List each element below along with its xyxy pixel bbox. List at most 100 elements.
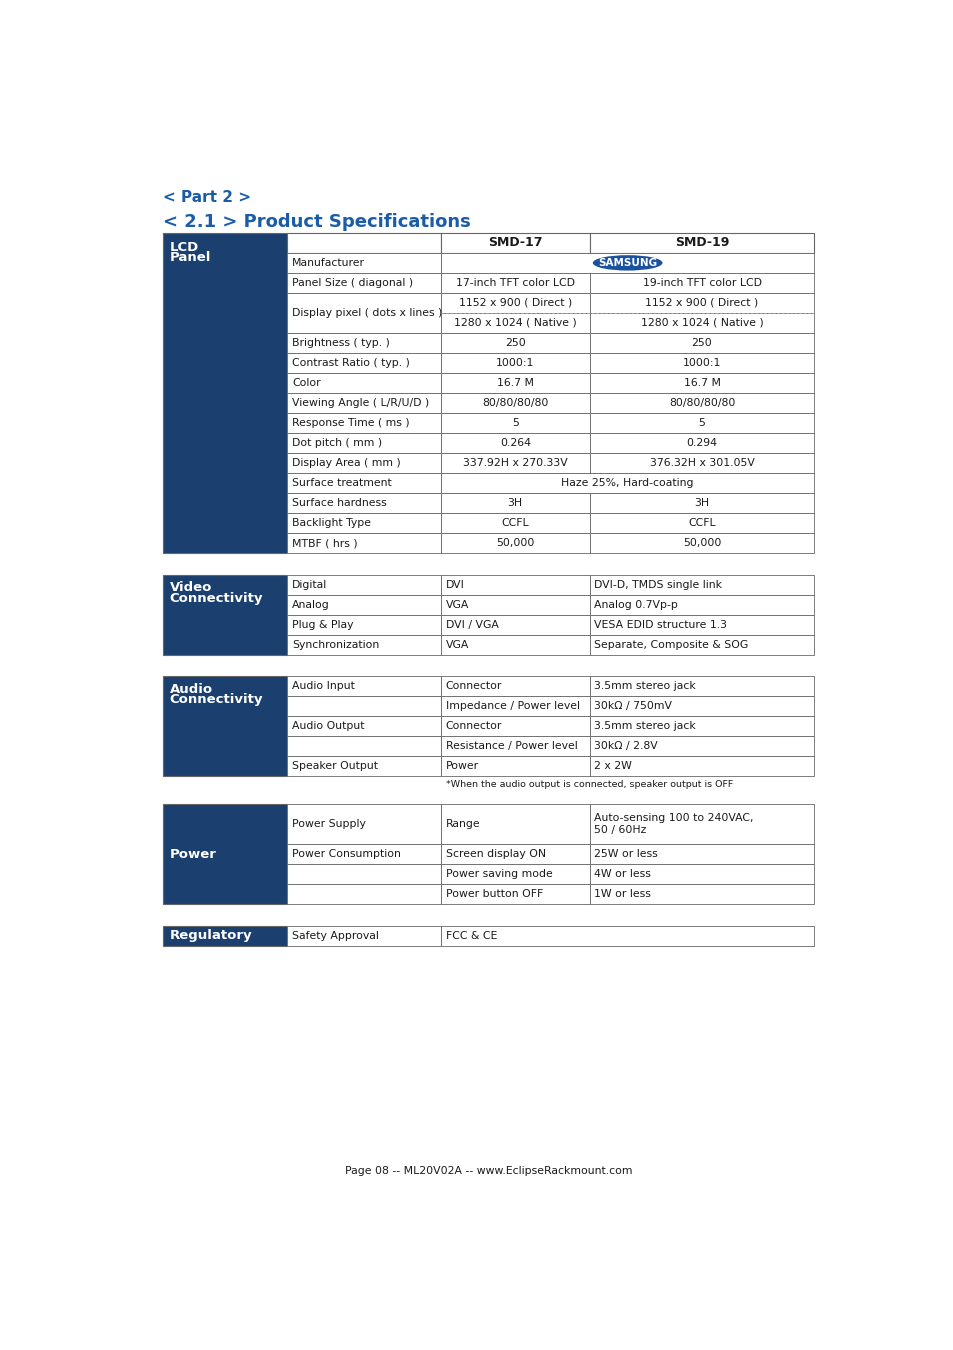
Bar xyxy=(589,373,814,393)
Text: 337.92H x 270.33V: 337.92H x 270.33V xyxy=(462,458,567,468)
Bar xyxy=(589,736,814,756)
Bar xyxy=(589,352,814,373)
Text: Audio Input: Audio Input xyxy=(292,682,355,691)
Text: 80/80/80/80: 80/80/80/80 xyxy=(668,398,735,408)
Text: Panel: Panel xyxy=(170,251,211,265)
Text: SMD-17: SMD-17 xyxy=(488,236,542,250)
Bar xyxy=(287,472,440,493)
Bar xyxy=(440,756,589,776)
Text: Page 08 -- ML20V02A -- www.EclipseRackmount.com: Page 08 -- ML20V02A -- www.EclipseRackmo… xyxy=(345,1165,632,1176)
Text: 5: 5 xyxy=(698,418,705,428)
Text: 50 / 60Hz: 50 / 60Hz xyxy=(594,825,646,836)
Bar xyxy=(440,273,589,293)
Text: 1280 x 1024 ( Native ): 1280 x 1024 ( Native ) xyxy=(454,319,576,328)
Text: VGA: VGA xyxy=(445,640,469,649)
Bar xyxy=(589,575,814,595)
Bar xyxy=(589,805,814,844)
Text: DVI / VGA: DVI / VGA xyxy=(445,620,497,629)
Bar xyxy=(589,717,814,736)
Bar xyxy=(287,614,440,634)
Text: Connector: Connector xyxy=(445,721,501,732)
Text: Power saving mode: Power saving mode xyxy=(445,869,552,879)
Text: 376.32H x 301.05V: 376.32H x 301.05V xyxy=(649,458,754,468)
Bar xyxy=(589,884,814,904)
Text: 25W or less: 25W or less xyxy=(594,849,658,859)
Bar xyxy=(440,805,589,844)
Bar xyxy=(589,493,814,513)
Bar xyxy=(440,614,589,634)
Bar xyxy=(589,614,814,634)
Bar xyxy=(589,513,814,533)
Bar xyxy=(287,805,440,844)
Text: 17-inch TFT color LCD: 17-inch TFT color LCD xyxy=(456,278,574,288)
Text: 19-inch TFT color LCD: 19-inch TFT color LCD xyxy=(642,278,760,288)
Bar xyxy=(589,844,814,864)
Bar xyxy=(287,756,440,776)
Bar xyxy=(589,413,814,433)
Bar xyxy=(287,575,440,595)
Text: Resistance / Power level: Resistance / Power level xyxy=(445,741,577,752)
Text: Speaker Output: Speaker Output xyxy=(292,761,377,771)
Bar xyxy=(287,595,440,614)
Bar xyxy=(440,373,589,393)
Text: Synchronization: Synchronization xyxy=(292,640,379,649)
Bar xyxy=(287,533,440,554)
Bar xyxy=(589,433,814,454)
Bar xyxy=(287,844,440,864)
Bar xyxy=(163,575,287,655)
Text: Range: Range xyxy=(445,819,479,829)
Text: 30kΩ / 750mV: 30kΩ / 750mV xyxy=(594,702,672,711)
Bar xyxy=(589,533,814,554)
Bar xyxy=(287,736,440,756)
Text: Audio Output: Audio Output xyxy=(292,721,364,732)
Text: < Part 2 >: < Part 2 > xyxy=(163,190,252,205)
Bar xyxy=(440,293,589,313)
Text: Display pixel ( dots x lines ): Display pixel ( dots x lines ) xyxy=(292,308,442,317)
Bar xyxy=(440,232,589,252)
Text: 1152 x 900 ( Direct ): 1152 x 900 ( Direct ) xyxy=(645,298,758,308)
Bar xyxy=(440,926,814,946)
Bar xyxy=(287,697,440,717)
Text: Viewing Angle ( L/R/U/D ): Viewing Angle ( L/R/U/D ) xyxy=(292,398,429,408)
Text: Surface hardness: Surface hardness xyxy=(292,498,386,508)
Bar xyxy=(287,454,440,472)
Bar xyxy=(589,864,814,884)
Text: SMD-19: SMD-19 xyxy=(674,236,728,250)
Text: Separate, Composite & SOG: Separate, Composite & SOG xyxy=(594,640,748,649)
Bar xyxy=(589,273,814,293)
Text: Screen display ON: Screen display ON xyxy=(445,849,545,859)
Bar xyxy=(287,393,440,413)
Text: MTBF ( hrs ): MTBF ( hrs ) xyxy=(292,539,357,548)
Bar xyxy=(287,252,440,273)
Text: Power Consumption: Power Consumption xyxy=(292,849,400,859)
Text: Connector: Connector xyxy=(445,682,501,691)
Bar xyxy=(287,493,440,513)
Text: Audio: Audio xyxy=(170,683,213,695)
Text: 4W or less: 4W or less xyxy=(594,869,651,879)
Text: CCFL: CCFL xyxy=(501,518,529,528)
Text: Plug & Play: Plug & Play xyxy=(292,620,354,629)
Bar xyxy=(440,533,589,554)
Text: Power: Power xyxy=(170,848,216,861)
Text: Power Supply: Power Supply xyxy=(292,819,366,829)
Bar xyxy=(287,884,440,904)
Bar xyxy=(440,333,589,352)
Bar xyxy=(440,493,589,513)
Text: Manufacturer: Manufacturer xyxy=(292,258,365,267)
Bar xyxy=(589,595,814,614)
Bar xyxy=(287,373,440,393)
Bar xyxy=(589,697,814,717)
Text: < 2.1 > Product Specifications: < 2.1 > Product Specifications xyxy=(163,213,471,231)
Text: 3H: 3H xyxy=(507,498,522,508)
Text: Video: Video xyxy=(170,580,212,594)
Bar xyxy=(589,634,814,655)
Text: CCFL: CCFL xyxy=(687,518,715,528)
Text: 1000:1: 1000:1 xyxy=(496,358,534,369)
Text: Response Time ( ms ): Response Time ( ms ) xyxy=(292,418,409,428)
Text: Regulatory: Regulatory xyxy=(170,929,252,942)
Text: VGA: VGA xyxy=(445,599,469,610)
Bar xyxy=(287,293,440,333)
Text: Dot pitch ( mm ): Dot pitch ( mm ) xyxy=(292,437,382,448)
Text: *When the audio output is connected, speaker output is OFF: *When the audio output is connected, spe… xyxy=(445,780,732,788)
Text: Power button OFF: Power button OFF xyxy=(445,890,542,899)
